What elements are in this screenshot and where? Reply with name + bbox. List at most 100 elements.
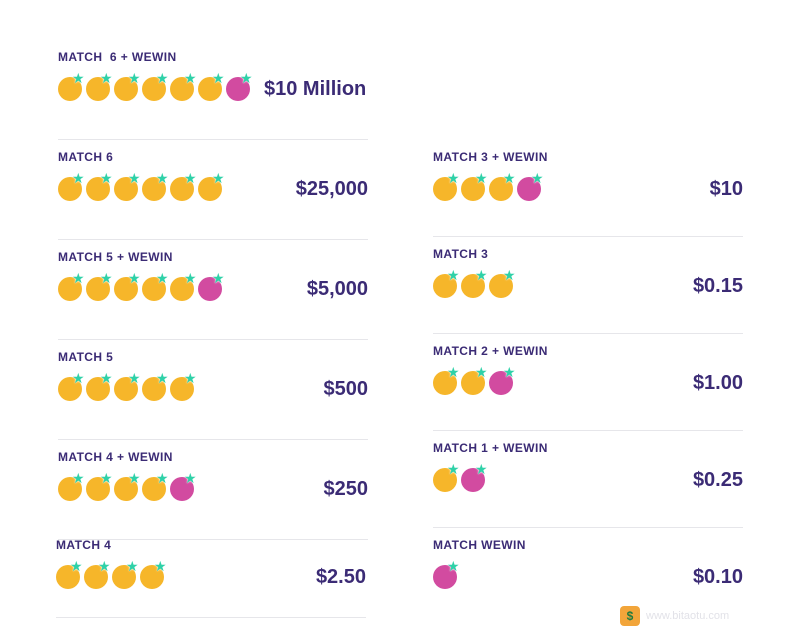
ball-disc bbox=[170, 277, 194, 301]
wewin-ball-icon: ★ bbox=[461, 462, 488, 492]
star-icon: ★ bbox=[156, 470, 169, 486]
number-ball-icon: ★ bbox=[461, 268, 488, 298]
ball-set: ★ bbox=[433, 559, 461, 590]
prize-row: MATCH 6 ★ ★ ★ ★ ★ ★ $25,000 bbox=[58, 140, 368, 240]
star-icon: ★ bbox=[72, 370, 85, 386]
ball-set: ★ ★ ★ ★ bbox=[56, 559, 168, 590]
ball-disc bbox=[198, 77, 222, 101]
number-ball-icon: ★ bbox=[142, 371, 169, 401]
ball-disc bbox=[142, 477, 166, 501]
number-ball-icon: ★ bbox=[58, 471, 85, 501]
number-ball-icon: ★ bbox=[489, 171, 516, 201]
number-ball-icon: ★ bbox=[140, 559, 167, 589]
star-icon: ★ bbox=[154, 558, 167, 574]
ball-disc bbox=[56, 565, 80, 589]
number-ball-icon: ★ bbox=[170, 271, 197, 301]
prize-amount: $500 bbox=[323, 378, 369, 400]
number-ball-icon: ★ bbox=[56, 559, 83, 589]
number-ball-icon: ★ bbox=[142, 171, 169, 201]
ball-disc bbox=[58, 377, 82, 401]
ball-set: ★ ★ ★ bbox=[433, 268, 517, 299]
prize-row: MATCH 3 ★ ★ ★ $0.15 bbox=[433, 237, 743, 334]
ball-disc bbox=[226, 77, 250, 101]
ball-disc bbox=[461, 371, 485, 395]
star-icon: ★ bbox=[156, 170, 169, 186]
star-icon: ★ bbox=[100, 270, 113, 286]
watermark: $ www.bitaotu.com bbox=[620, 606, 729, 626]
number-ball-icon: ★ bbox=[58, 71, 85, 101]
number-ball-icon: ★ bbox=[170, 171, 197, 201]
number-ball-icon: ★ bbox=[461, 171, 488, 201]
star-icon: ★ bbox=[72, 70, 85, 86]
number-ball-icon: ★ bbox=[114, 471, 141, 501]
ball-disc bbox=[86, 377, 110, 401]
ball-disc bbox=[86, 77, 110, 101]
match-label: MATCH 3 bbox=[433, 247, 489, 261]
star-icon: ★ bbox=[72, 270, 85, 286]
match-label: MATCH 5 + WEWIN bbox=[58, 250, 173, 264]
star-icon: ★ bbox=[184, 170, 197, 186]
prize-row: MATCH WEWIN ★ $0.10 bbox=[433, 528, 743, 608]
number-ball-icon: ★ bbox=[433, 171, 460, 201]
ball-disc bbox=[112, 565, 136, 589]
number-ball-icon: ★ bbox=[114, 371, 141, 401]
star-icon: ★ bbox=[184, 270, 197, 286]
wewin-ball-icon: ★ bbox=[198, 271, 225, 301]
ball-disc bbox=[433, 565, 457, 589]
prize-row: MATCH 4 ★ ★ ★ ★ $2.50 bbox=[56, 528, 366, 618]
ball-disc bbox=[170, 177, 194, 201]
number-ball-icon: ★ bbox=[86, 71, 113, 101]
ball-set: ★ ★ ★ ★ ★ ★ ★ bbox=[58, 70, 254, 102]
prize-row: MATCH 3 + WEWIN ★ ★ ★ ★ $10 bbox=[433, 140, 743, 237]
number-ball-icon: ★ bbox=[433, 268, 460, 298]
star-icon: ★ bbox=[98, 558, 111, 574]
number-ball-icon: ★ bbox=[114, 171, 141, 201]
star-icon: ★ bbox=[100, 470, 113, 486]
star-icon: ★ bbox=[447, 461, 460, 477]
number-ball-icon: ★ bbox=[58, 271, 85, 301]
number-ball-icon: ★ bbox=[58, 371, 85, 401]
ball-disc bbox=[517, 177, 541, 201]
number-ball-icon: ★ bbox=[170, 371, 197, 401]
star-icon: ★ bbox=[128, 470, 141, 486]
star-icon: ★ bbox=[156, 270, 169, 286]
ball-set: ★ ★ ★ ★ ★ bbox=[58, 371, 198, 402]
match-label: MATCH 4 bbox=[56, 538, 112, 552]
number-ball-icon: ★ bbox=[86, 271, 113, 301]
prize-amount: $10 bbox=[709, 178, 743, 200]
number-ball-icon: ★ bbox=[58, 171, 85, 201]
ball-disc bbox=[461, 274, 485, 298]
prize-row: MATCH 5 + WEWIN ★ ★ ★ ★ ★ ★ $5,000 bbox=[58, 240, 368, 340]
wewin-ball-icon: ★ bbox=[226, 71, 253, 101]
watermark-text: www.bitaotu.com bbox=[646, 610, 730, 622]
star-icon: ★ bbox=[156, 370, 169, 386]
ball-disc bbox=[142, 177, 166, 201]
number-ball-icon: ★ bbox=[142, 271, 169, 301]
number-ball-icon: ★ bbox=[198, 71, 225, 101]
ball-disc bbox=[114, 177, 138, 201]
star-icon: ★ bbox=[475, 364, 488, 380]
number-ball-icon: ★ bbox=[86, 171, 113, 201]
star-icon: ★ bbox=[531, 170, 544, 186]
star-icon: ★ bbox=[128, 170, 141, 186]
match-label: MATCH 5 bbox=[58, 350, 114, 364]
star-icon: ★ bbox=[475, 267, 488, 283]
star-icon: ★ bbox=[184, 70, 197, 86]
ball-disc bbox=[58, 477, 82, 501]
ball-disc bbox=[58, 77, 82, 101]
star-icon: ★ bbox=[503, 267, 516, 283]
prize-amount: $250 bbox=[323, 478, 369, 500]
ball-disc bbox=[142, 77, 166, 101]
number-ball-icon: ★ bbox=[114, 71, 141, 101]
star-icon: ★ bbox=[72, 470, 85, 486]
ball-disc bbox=[489, 177, 513, 201]
match-label: MATCH WEWIN bbox=[433, 538, 526, 552]
ball-disc bbox=[58, 277, 82, 301]
ball-disc bbox=[198, 277, 222, 301]
star-icon: ★ bbox=[212, 170, 225, 186]
star-icon: ★ bbox=[156, 70, 169, 86]
number-ball-icon: ★ bbox=[142, 471, 169, 501]
number-ball-icon: ★ bbox=[489, 268, 516, 298]
ball-disc bbox=[86, 477, 110, 501]
number-ball-icon: ★ bbox=[84, 559, 111, 589]
